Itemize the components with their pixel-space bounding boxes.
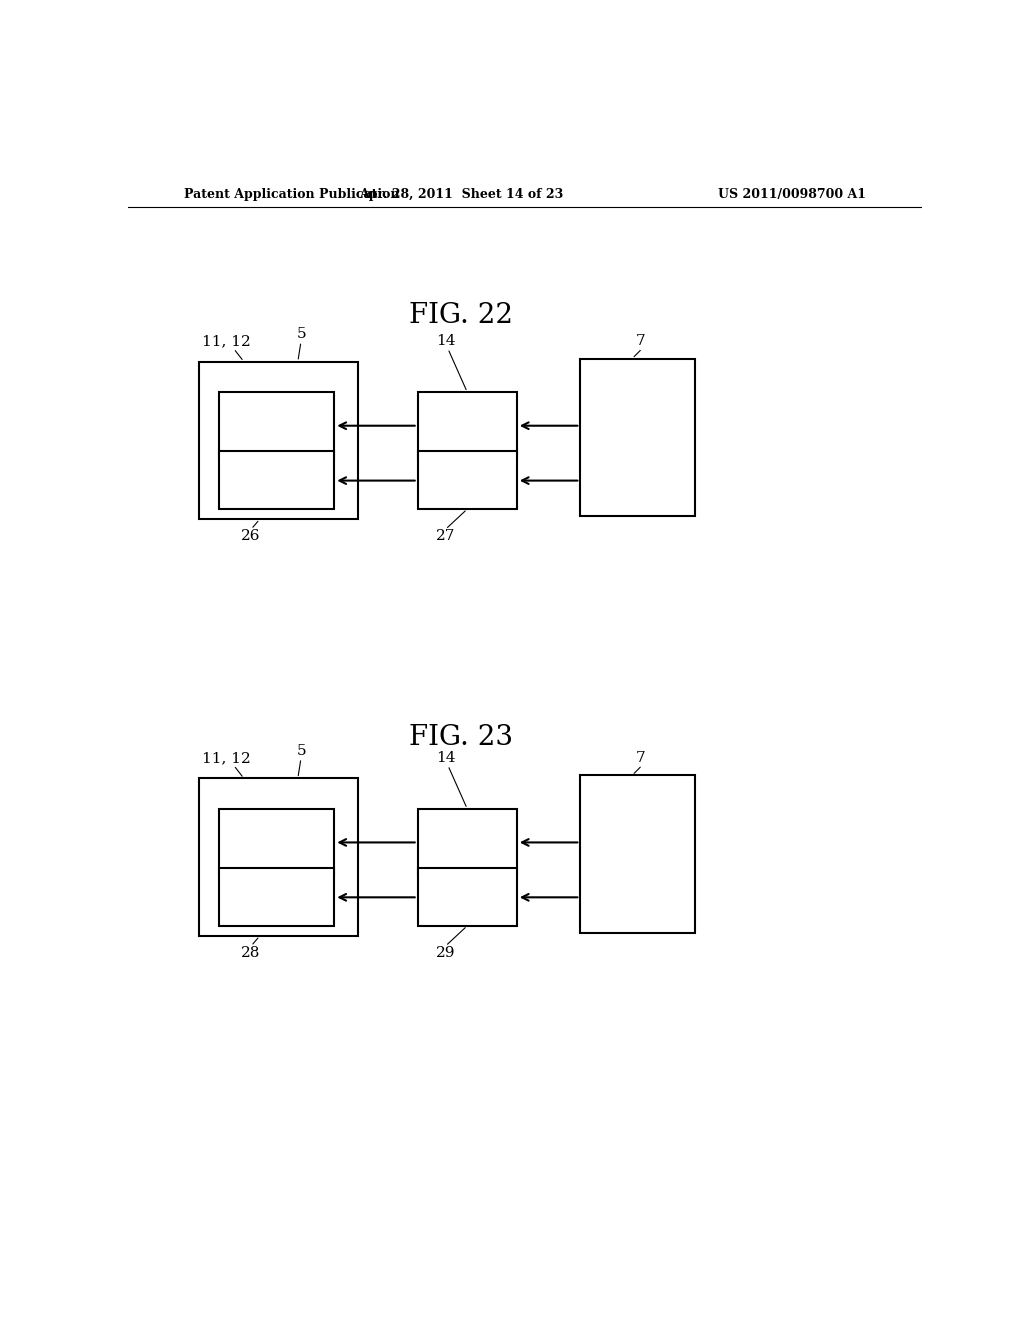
Bar — [200, 362, 358, 519]
Bar — [581, 359, 695, 516]
Text: Patent Application Publication: Patent Application Publication — [183, 189, 399, 202]
Text: 29: 29 — [435, 946, 456, 960]
Text: 5: 5 — [297, 744, 306, 758]
Text: 14: 14 — [436, 334, 456, 348]
Bar — [219, 451, 334, 510]
Bar — [418, 392, 517, 458]
Bar — [418, 809, 517, 875]
Text: 7: 7 — [636, 334, 645, 348]
Bar — [219, 392, 334, 458]
Bar — [219, 867, 334, 925]
Text: 7: 7 — [636, 751, 645, 766]
Text: 5: 5 — [297, 327, 306, 342]
Text: Apr. 28, 2011  Sheet 14 of 23: Apr. 28, 2011 Sheet 14 of 23 — [359, 189, 563, 202]
Text: US 2011/0098700 A1: US 2011/0098700 A1 — [718, 189, 866, 202]
Bar — [581, 775, 695, 933]
Text: 27: 27 — [436, 529, 455, 544]
Text: 11, 12: 11, 12 — [202, 751, 251, 766]
Text: 11, 12: 11, 12 — [202, 334, 251, 348]
Text: 14: 14 — [436, 751, 456, 766]
Text: FIG. 22: FIG. 22 — [410, 302, 513, 330]
Text: 26: 26 — [242, 529, 261, 544]
Bar — [418, 451, 517, 510]
Text: FIG. 23: FIG. 23 — [410, 725, 513, 751]
Bar — [418, 867, 517, 925]
Bar — [219, 809, 334, 875]
Bar — [200, 779, 358, 936]
Text: 28: 28 — [242, 946, 261, 960]
